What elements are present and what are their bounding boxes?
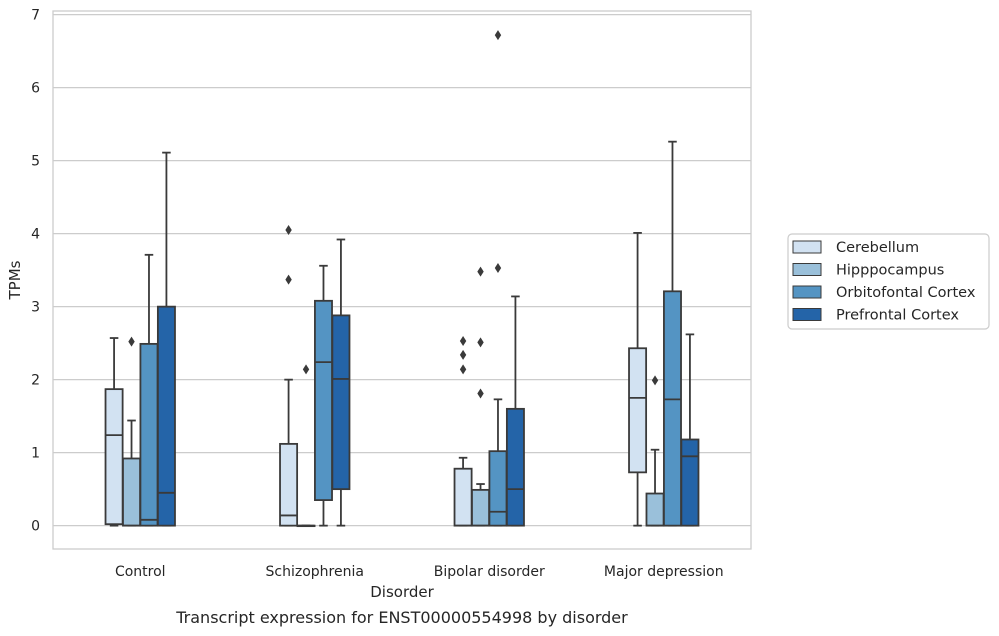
box — [680, 438, 700, 527]
y-tick-label: 0 — [31, 519, 40, 535]
box — [663, 290, 682, 527]
box-prefrontal-cortex-schizophrenia — [331, 238, 351, 527]
box-orbitofontal-cortex-schizophrenia — [314, 264, 333, 527]
box — [279, 442, 299, 527]
box — [628, 347, 648, 474]
legend-label: Prefrontal Cortex — [836, 308, 959, 324]
legend-label: Orbitofontal Cortex — [836, 285, 976, 301]
x-tick-label: Bipolar disorder — [434, 564, 545, 580]
legend-label: Cerebellum — [836, 240, 919, 256]
legend-swatch — [792, 285, 822, 299]
box — [453, 467, 473, 527]
box-groups — [104, 30, 700, 528]
box-hipppocampus-schizophrenia — [296, 364, 316, 528]
y-tick-label: 2 — [31, 373, 40, 389]
outlier-point — [285, 224, 292, 235]
legend-swatch — [792, 308, 822, 321]
legend-frame — [787, 233, 990, 330]
y-tick-label: 7 — [31, 8, 40, 24]
box — [156, 305, 176, 527]
outlier-point — [477, 388, 484, 399]
box-prefrontal-cortex-major-depression — [680, 333, 700, 527]
box-prefrontal-cortex-bipolar-disorder — [505, 295, 525, 527]
outlier-point — [651, 375, 659, 386]
box-cerebellum-schizophrenia — [279, 224, 299, 527]
y-tick-label: 6 — [31, 81, 40, 97]
outlier-point — [494, 262, 502, 273]
box-prefrontal-cortex-control — [156, 151, 176, 527]
box — [505, 407, 525, 527]
box — [471, 488, 490, 527]
outlier-point — [302, 364, 310, 375]
outlier-point — [285, 274, 292, 285]
box — [314, 299, 333, 501]
legend: Cerebellum Hipppocampus Orbitofontal Corte… — [787, 233, 990, 330]
box — [104, 388, 124, 526]
y-tick-label: 5 — [31, 154, 40, 170]
legend-swatch — [792, 263, 822, 276]
box-hipppocampus-bipolar-disorder — [471, 266, 490, 527]
y-tick-label: 4 — [31, 227, 40, 243]
box-hipppocampus-control — [122, 336, 141, 527]
outlier-point — [459, 364, 467, 375]
x-tick-label: Control — [115, 564, 166, 580]
y-tick-label: 1 — [31, 446, 40, 462]
box-orbitofontal-cortex-major-depression — [663, 140, 682, 527]
box — [139, 342, 159, 527]
box-hipppocampus-major-depression — [645, 375, 665, 527]
x-tick-label: Major depression — [604, 564, 724, 580]
chart-caption: Transcript expression for ENST0000055499… — [175, 608, 628, 627]
outlier-point — [494, 30, 502, 41]
y-axis-label: TPMs — [6, 260, 24, 300]
box — [645, 492, 665, 527]
outlier-point — [459, 349, 467, 360]
outlier-point — [477, 337, 484, 348]
x-tick-labels: Control Schizophrenia Bipolar disorder Majo… — [115, 564, 724, 580]
legend-swatch — [792, 240, 822, 254]
x-axis-label: Disorder — [370, 583, 434, 601]
box — [331, 314, 351, 491]
x-tick-label: Schizophrenia — [266, 564, 364, 580]
box-orbitofontal-cortex-bipolar-disorder — [488, 30, 508, 527]
outlier-point — [477, 266, 484, 277]
outlier-point — [459, 335, 467, 346]
box-cerebellum-major-depression — [628, 232, 648, 527]
box — [122, 457, 141, 527]
y-tick-labels: 0 1 2 3 4 5 6 7 — [31, 8, 40, 535]
box — [488, 450, 508, 527]
y-tick-label: 3 — [31, 300, 40, 316]
legend-label: Hipppocampus — [836, 263, 944, 279]
outlier-point — [128, 336, 135, 347]
box-cerebellum-control — [104, 337, 124, 527]
box-cerebellum-bipolar-disorder — [453, 335, 473, 527]
